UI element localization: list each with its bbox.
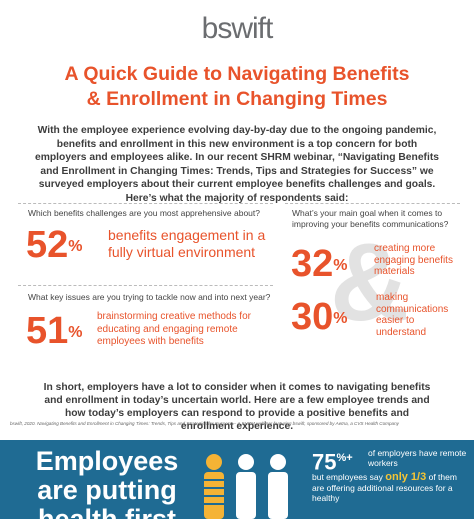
title-line: A Quick Guide to Navigating Benefits [64,63,410,85]
title-line: & Enrollment in Changing Times [86,88,388,110]
stat-number: 51 [26,310,69,352]
stat: 52% [26,226,83,264]
closing: In short, employers have a lot to consid… [43,382,431,432]
banner-text: but employees say [312,472,383,482]
stat-number: 52 [26,224,69,266]
divider [285,203,460,204]
stat-unit: % [68,324,83,341]
heading-line: health first [37,504,177,519]
question: Which benefits challenges are you most a… [28,208,261,218]
stat-number: 32 [291,243,334,285]
stat: 30% [291,298,348,336]
highlight: only 1/3 [385,471,427,483]
title: A Quick Guide to Navigating Benefits & E… [0,62,474,112]
stat: 32% [291,245,348,283]
answer: brainstorming creative methods for educa… [97,311,251,347]
divider [18,203,273,204]
stat: 51% [26,312,83,350]
banner-stat: 75%+ [312,446,353,474]
stat-number: 30 [291,296,334,338]
figures [204,454,288,519]
stat-number: 75 [312,449,337,475]
logo: bswift [201,12,274,45]
banner-text: of them are offering additional resource… [312,472,457,503]
question: What key issues are you trying to tackle… [28,292,271,302]
answer: benefits engagement in a fully virtual e… [108,227,266,260]
stat-unit: % [333,310,348,327]
banner-text: but employees say only 1/3 of them are o… [312,472,470,504]
divider [18,285,273,286]
question: What’s your main goal when it comes to i… [292,208,449,229]
heading-line: are putting [37,475,177,505]
intro: With the employee experience evolving da… [35,125,439,204]
banner: Employees are putting health first 75%+ … [0,440,474,519]
stat-unit: %+ [336,452,353,464]
banner-heading: Employees are putting health first [12,447,202,519]
ampersand: & [330,221,410,344]
answer: making communications easier to understa… [376,292,449,338]
answer: creating more engaging benefits material… [374,243,453,277]
stat-unit: % [333,257,348,274]
banner-text: of employers have remote workers [368,448,467,468]
stat-unit: % [68,238,83,255]
heading-line: Employees [35,446,179,476]
citation: bswift, 2020. Navigating Benefits and En… [10,421,399,426]
